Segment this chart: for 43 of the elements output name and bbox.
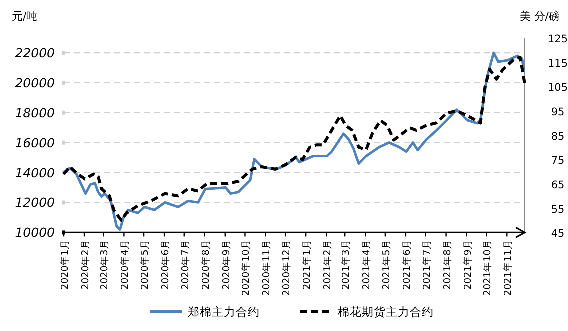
- x-tick-label: 2021年2月: [322, 240, 334, 290]
- x-tick-label: 2020年6月: [160, 240, 172, 290]
- y-tick-label: 22000: [15, 45, 56, 60]
- y-tick-label: 12000: [15, 195, 56, 210]
- x-tick-label: 2020年11月: [260, 240, 273, 296]
- y-tick-label: 20000: [15, 75, 56, 90]
- y-tick-label: 18000: [15, 105, 56, 120]
- y-axis-title: 元/吨: [12, 10, 38, 23]
- y2-tick-label: 85: [551, 130, 565, 143]
- x-tick-label: 2020年8月: [200, 240, 212, 290]
- x-tick-label: 2020年7月: [179, 240, 192, 290]
- y2-tick-label: 45: [551, 228, 565, 240]
- x-tick-label: 2020年1月: [59, 240, 71, 290]
- x-tick-label: 2021年7月: [420, 240, 433, 290]
- y2-tick-label: 55: [551, 204, 565, 216]
- legend-label: 郑棉主力合约: [188, 305, 260, 319]
- x-tick-label: 2021年10月: [482, 240, 494, 296]
- x-tick-label: 2021年4月: [360, 240, 373, 290]
- y-tick-label: 14000: [15, 165, 56, 180]
- legend-label: 棉花期货主力合约: [338, 305, 434, 319]
- x-tick-label: 2021年3月: [340, 240, 352, 290]
- y2-tick-label: 125: [548, 34, 568, 46]
- x-tick-label: 2020年9月: [220, 240, 232, 290]
- x-tick-label: 2020年10月: [240, 240, 252, 296]
- x-tick-label: 2020年2月: [80, 240, 92, 290]
- x-tick-label: 2021年8月: [441, 240, 454, 290]
- x-tick-label: 2021年9月: [462, 240, 474, 290]
- x-tick-label: 2020年3月: [98, 240, 111, 290]
- x-tick-label: 2021年1月: [301, 240, 314, 290]
- x-tick-label: 2021年5月: [380, 240, 392, 290]
- y2-tick-label: 75: [551, 155, 565, 168]
- x-tick-label: 2020年12月: [280, 240, 293, 296]
- y-tick-label: 16000: [15, 135, 56, 150]
- x-tick-label: 2020年4月: [119, 240, 132, 290]
- y2-tick-label: 65: [551, 180, 565, 192]
- y2-tick-label: 95: [551, 106, 565, 119]
- y-tick-label: 10000: [15, 225, 56, 240]
- y2-tick-label: 115: [548, 58, 568, 70]
- x-tick-label: 2020年5月: [139, 240, 152, 290]
- y2-axis-title: 美 分/磅: [520, 10, 560, 23]
- y2-tick-label: 105: [548, 82, 568, 94]
- x-tick-label: 2021年11月: [502, 240, 514, 296]
- x-tick-label: 2021年6月: [400, 240, 413, 290]
